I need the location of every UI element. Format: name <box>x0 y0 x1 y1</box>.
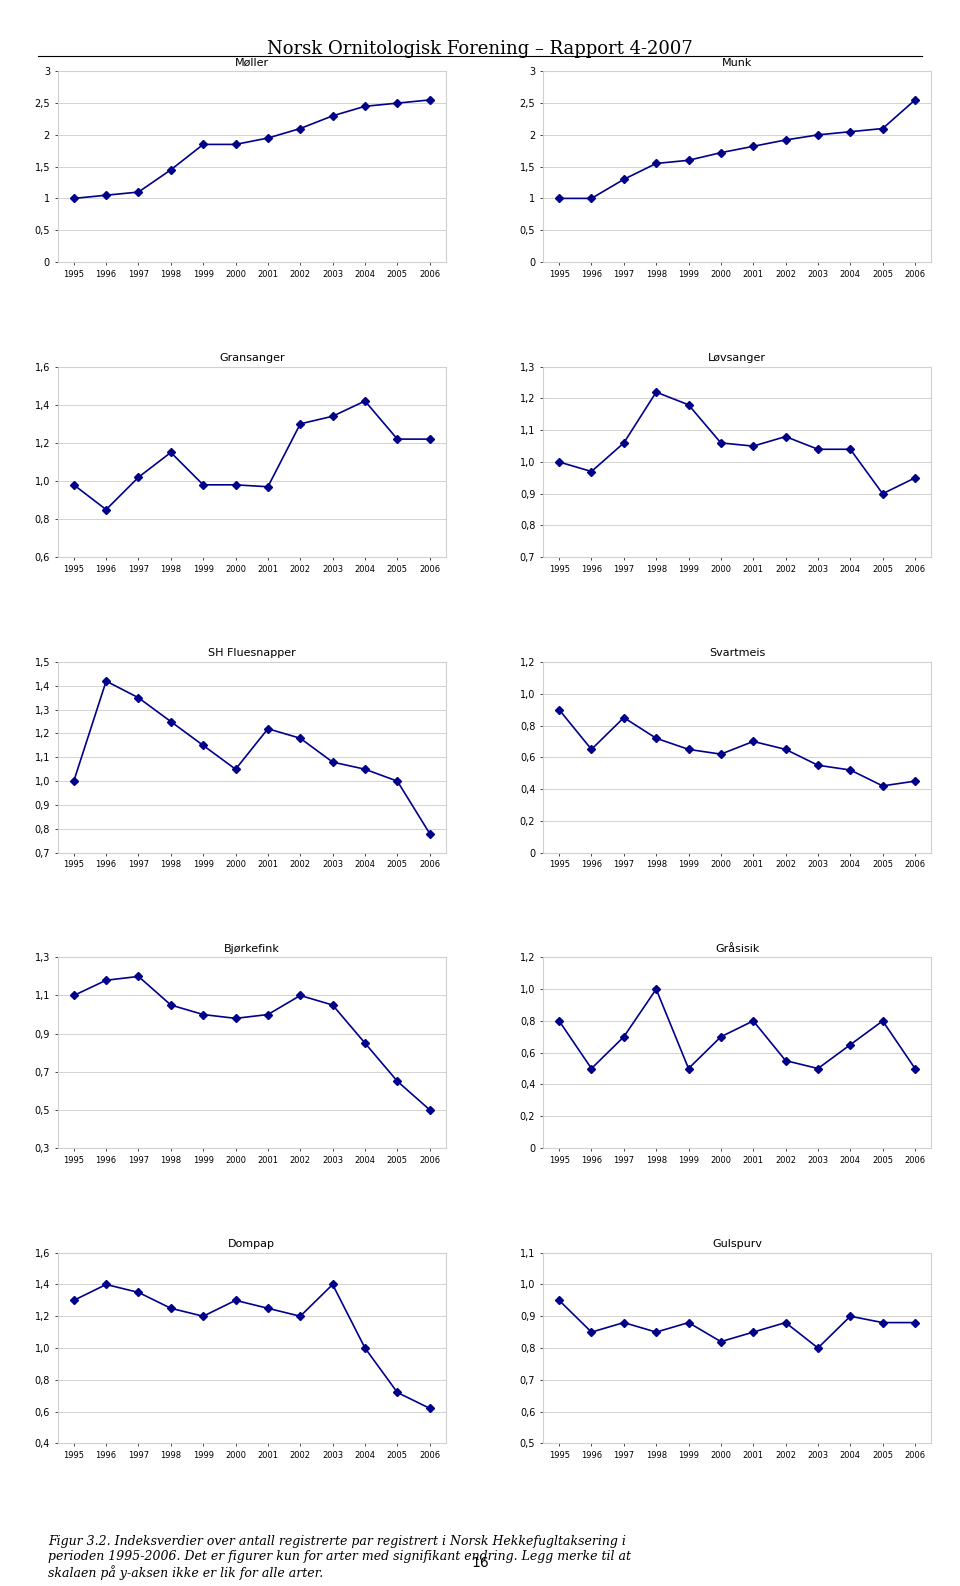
Title: Løvsanger: Løvsanger <box>708 354 766 363</box>
Text: Norsk Ornitologisk Forening – Rapport 4-2007: Norsk Ornitologisk Forening – Rapport 4-… <box>267 40 693 57</box>
Text: 16: 16 <box>471 1556 489 1570</box>
Text: Figur 3.2. Indeksverdier over antall registrerte par registrert i Norsk Hekkefug: Figur 3.2. Indeksverdier over antall reg… <box>48 1535 631 1581</box>
Title: SH Fluesnapper: SH Fluesnapper <box>208 649 296 658</box>
Title: Svartmeis: Svartmeis <box>708 649 765 658</box>
Title: Munk: Munk <box>722 57 753 68</box>
Title: Gransanger: Gransanger <box>219 354 284 363</box>
Title: Møller: Møller <box>234 57 269 68</box>
Title: Gulspurv: Gulspurv <box>712 1239 762 1250</box>
Title: Gråsisik: Gråsisik <box>715 944 759 953</box>
Title: Bjørkefink: Bjørkefink <box>224 944 279 953</box>
Title: Dompap: Dompap <box>228 1239 276 1250</box>
